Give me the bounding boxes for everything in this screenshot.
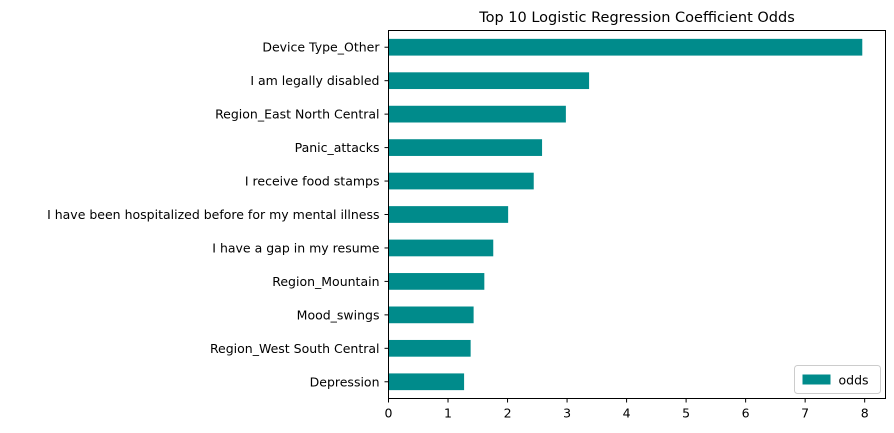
bar xyxy=(388,273,485,290)
bar xyxy=(388,139,543,156)
bar xyxy=(388,105,566,123)
x-tick-label: 5 xyxy=(682,406,690,421)
y-tick-label: I am legally disabled xyxy=(250,73,379,88)
x-tick-label: 6 xyxy=(742,406,750,421)
bar xyxy=(388,339,471,357)
y-tick-label: Region_West South Central xyxy=(210,341,380,356)
bars-group xyxy=(388,38,863,391)
bar xyxy=(388,72,590,90)
legend-box xyxy=(794,365,881,394)
y-tick-label: Mood_swings xyxy=(297,307,380,322)
bar xyxy=(388,38,863,56)
y-tick-label: Region_Mountain xyxy=(272,274,379,289)
y-tick-label: Device Type_Other xyxy=(262,40,380,55)
x-tick-label: 8 xyxy=(861,406,869,421)
x-tick-label: 2 xyxy=(504,406,512,421)
bar xyxy=(388,239,494,257)
plot-area-frame xyxy=(388,30,886,399)
x-tick-label: 0 xyxy=(385,406,393,421)
legend: odds xyxy=(794,365,881,394)
bar xyxy=(388,373,465,391)
y-tick-label: Region_East North Central xyxy=(215,107,379,122)
legend-label: odds xyxy=(839,373,869,388)
bar xyxy=(388,306,474,324)
y-tick-labels: Device Type_Other I am legally disabled Re… xyxy=(47,40,389,389)
x-axis-ticks: 0 1 2 3 4 5 6 7 8 xyxy=(385,398,869,421)
bar xyxy=(388,206,509,223)
x-tick-label: 4 xyxy=(623,406,631,421)
x-tick-label: 3 xyxy=(563,406,571,421)
x-tick-label: 7 xyxy=(801,406,809,421)
chart-title: Top 10 Logistic Regression Coefficient O… xyxy=(478,10,795,26)
x-tick-label: 1 xyxy=(444,406,452,421)
y-tick-label: Panic_attacks xyxy=(295,140,380,155)
y-tick-label: Depression xyxy=(310,374,380,389)
y-tick-label: I receive food stamps xyxy=(245,174,380,189)
legend-swatch xyxy=(802,374,831,385)
bar xyxy=(388,172,534,190)
y-tick-label: I have been hospitalized before for my m… xyxy=(47,207,379,222)
y-tick-label: I have a gap in my resume xyxy=(212,240,380,255)
